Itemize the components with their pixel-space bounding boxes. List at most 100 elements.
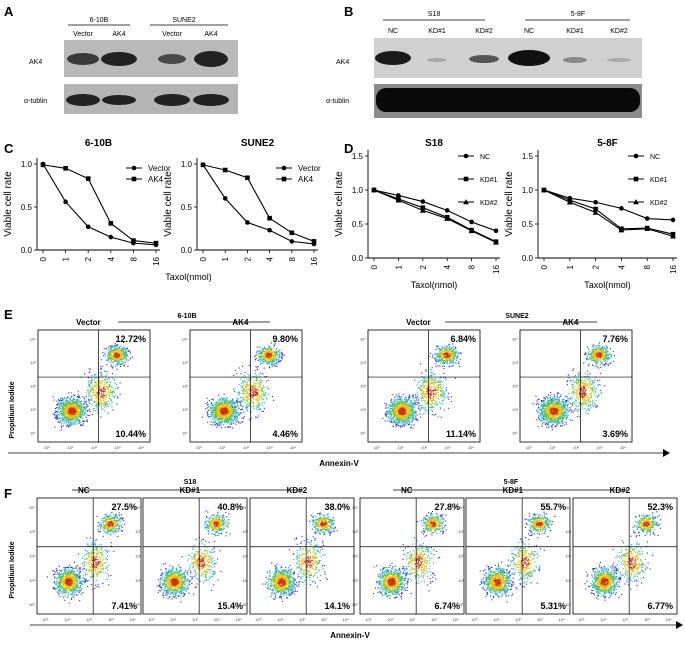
event-dot: [256, 389, 257, 390]
event-dot: [217, 418, 218, 419]
event-dot: [123, 356, 124, 357]
data-point: [131, 238, 136, 243]
event-dot: [396, 406, 397, 407]
event-dot: [105, 376, 106, 377]
panel-c-letter: C: [4, 141, 14, 156]
y-tick-label: 0.5: [352, 220, 364, 229]
event-dot: [220, 422, 221, 423]
event-dot: [220, 400, 221, 401]
event-dot: [240, 397, 241, 398]
event-dot: [108, 394, 109, 395]
data-point: [494, 229, 499, 234]
event-dot: [81, 415, 82, 416]
event-dot: [256, 352, 257, 353]
event-dot: [214, 410, 215, 411]
event-dot: [421, 390, 422, 391]
event-dot: [117, 396, 118, 397]
event-dot: [101, 368, 102, 369]
event-dot: [67, 425, 68, 426]
event-dot: [439, 402, 440, 403]
event-dot: [78, 423, 79, 424]
event-dot: [405, 409, 406, 410]
band: [508, 50, 550, 66]
event-dot: [114, 358, 115, 359]
group-label: 6-10B: [177, 313, 196, 320]
event-dot: [230, 405, 231, 406]
event-dot: [90, 369, 91, 370]
event-dot: [270, 359, 271, 360]
event-dot: [88, 401, 89, 402]
event-dot: [451, 366, 452, 367]
event-dot: [113, 397, 114, 398]
event-dot: [264, 395, 265, 396]
y-tick-label: 1.0: [522, 186, 534, 195]
event-dot: [70, 400, 71, 401]
plot-frame: [38, 330, 150, 442]
event-dot: [120, 394, 121, 395]
event-dot: [449, 350, 450, 351]
event-dot: [89, 393, 90, 394]
event-dot: [115, 388, 116, 389]
event-dot: [89, 368, 90, 369]
event-dot: [225, 408, 226, 409]
event-dot: [434, 415, 435, 416]
event-dot: [391, 422, 392, 423]
event-dot: [122, 357, 123, 358]
event-dot: [267, 349, 268, 350]
event-dot: [63, 421, 64, 422]
event-dot: [88, 394, 89, 395]
event-dot: [238, 394, 239, 395]
event-dot: [418, 382, 419, 383]
event-dot: [244, 398, 245, 399]
band: [101, 52, 137, 66]
event-dot: [118, 345, 119, 346]
event-dot: [279, 355, 280, 356]
event-dot: [105, 398, 106, 399]
event-dot: [100, 366, 101, 367]
event-dot: [74, 395, 75, 396]
event-dot: [104, 407, 105, 408]
event-dot: [263, 392, 264, 393]
event-dot: [416, 399, 417, 400]
event-dot: [112, 395, 113, 396]
event-dot: [65, 407, 66, 408]
event-dot: [403, 394, 404, 395]
data-point: [223, 168, 228, 173]
event-dot: [275, 354, 276, 355]
event-dot: [109, 384, 110, 385]
event-dot: [112, 393, 113, 394]
event-dot: [211, 412, 212, 413]
event-dot: [403, 421, 404, 422]
event-dot: [78, 409, 79, 410]
event-dot: [439, 357, 440, 358]
event-dot: [69, 418, 70, 419]
event-dot: [445, 379, 446, 380]
event-dot: [255, 355, 256, 356]
event-dot: [95, 392, 96, 393]
event-dot: [410, 409, 411, 410]
event-dot: [69, 417, 70, 418]
event-dot: [392, 409, 393, 410]
event-dot: [393, 421, 394, 422]
event-dot: [231, 418, 232, 419]
event-dot: [261, 396, 262, 397]
event-dot: [407, 419, 408, 420]
series-line-Vector: [43, 164, 156, 245]
event-dot: [267, 353, 268, 354]
event-dot: [416, 411, 417, 412]
event-dot: [66, 398, 67, 399]
lane-label: KD#2: [610, 28, 628, 35]
event-dot: [90, 399, 91, 400]
event-dot: [274, 361, 275, 362]
event-dot: [109, 357, 110, 358]
chart-title: SUNE2: [241, 138, 275, 149]
event-dot: [111, 358, 112, 359]
event-dot: [90, 391, 91, 392]
event-dot: [232, 407, 233, 408]
panel-e-letter: E: [4, 307, 13, 322]
event-dot: [68, 419, 69, 420]
event-dot: [82, 420, 83, 421]
event-dot: [239, 414, 240, 415]
event-dot: [119, 352, 120, 353]
legend-label: KD#2: [650, 200, 668, 207]
